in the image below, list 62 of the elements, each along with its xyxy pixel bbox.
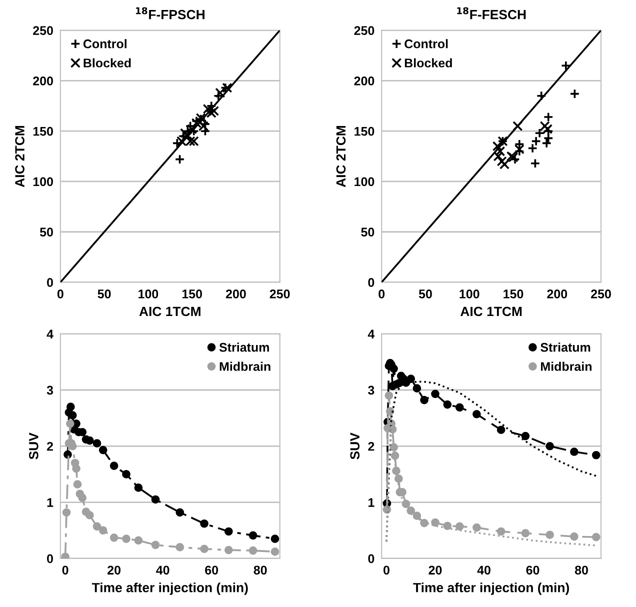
x-tick-label: 50 [98,290,111,298]
x-tick-label: 0 [378,290,385,298]
chart-title: $^{18}$F-FPSCH [136,7,204,20]
y-tick-label: 50 [361,228,374,237]
x-tick-label: 50 [418,290,432,298]
x-axis-title: AIC 1TCM [139,306,200,316]
x-tick-label: 0 [383,566,390,575]
y-axis-title: AIC 2TCM [336,126,346,188]
y-tick-label: 0 [368,278,374,287]
x-tick-label: 40 [477,566,490,575]
legend-label: Control [404,39,448,48]
legend-label: Midbrain [220,362,270,371]
legend-label: Striatum [219,342,269,352]
x-tick-label: 0 [62,566,68,575]
y-tick-label: 0 [47,278,53,287]
x-tick-label: 20 [428,566,442,575]
y-tick-label: 0 [368,554,374,564]
y-tick-label: 2 [46,442,53,451]
x-axis-title: Time after injection (min) [413,582,569,595]
legend-label: Control [83,39,126,48]
x-tick-label: 60 [526,566,540,575]
x-tick-label: 250 [591,290,611,298]
chart-title: $^{18}$F-FESCH [457,7,526,20]
x-tick-label: 150 [182,290,202,298]
x-tick-label: 60 [205,566,218,575]
y-tick-label: 4 [368,330,375,338]
y-tick-label: 1 [47,498,54,507]
x-tick-label: 100 [138,290,158,298]
y-tick-label: 0 [47,554,53,564]
y-axis-title: SUV [350,432,360,460]
legend-label: Blocked [404,58,452,68]
x-axis-title: Time after injection (min) [92,582,248,595]
y-tick-label: 50 [40,228,53,237]
legend-label: Midbrain [541,362,592,371]
y-tick-label: 150 [33,126,53,136]
x-tick-label: 200 [226,290,246,298]
legend-label: Striatum [540,342,590,352]
y-tick-label: 100 [354,177,374,186]
y-axis-title: AIC 2TCM [15,126,24,188]
y-tick-label: 100 [33,177,53,186]
x-tick-label: 80 [574,566,588,575]
y-tick-label: 2 [368,442,374,451]
y-tick-label: 4 [46,330,54,338]
y-axis-title: SUV [29,432,38,460]
x-tick-label: 250 [270,290,290,298]
y-tick-label: 200 [354,76,374,86]
legend-label: Blocked [84,58,131,68]
x-axis-title: AIC 1TCM [460,306,522,316]
y-tick-label: 3 [46,386,54,395]
x-tick-label: 150 [504,290,524,298]
x-tick-label: 40 [156,566,170,575]
y-tick-label: 1 [368,498,374,507]
x-tick-label: 20 [108,566,120,575]
x-tick-label: 80 [254,566,267,575]
y-tick-label: 3 [368,386,374,395]
x-tick-label: 100 [460,290,480,298]
y-tick-label: 200 [33,76,53,86]
x-tick-label: 200 [547,290,568,298]
y-tick-label: 250 [354,26,374,35]
y-tick-label: 250 [33,26,53,35]
x-tick-label: 0 [57,290,64,298]
y-tick-label: 150 [354,126,374,136]
